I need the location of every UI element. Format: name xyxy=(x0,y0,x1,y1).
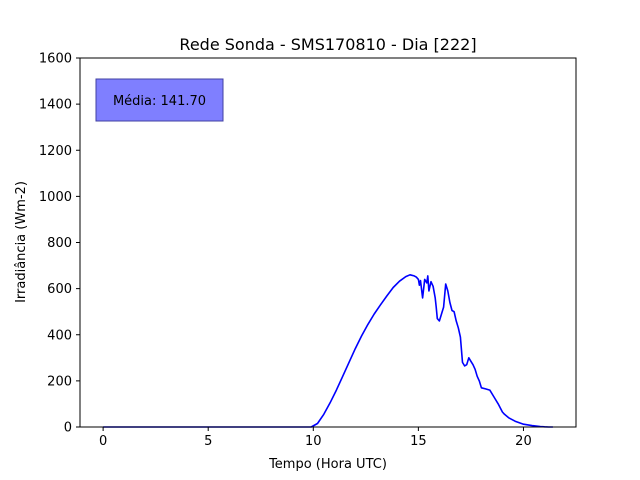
mean-annotation-box: Média: 141.70 xyxy=(95,78,224,122)
y-tick-label: 200 xyxy=(47,374,72,389)
y-tick-label: 1000 xyxy=(39,190,72,205)
y-axis-ticks: 0 200 400 600 800 1000 1200 1400 1600 xyxy=(39,52,80,436)
mean-annotation-text: Média: 141.70 xyxy=(113,94,206,109)
x-tick-label: 0 xyxy=(99,434,107,449)
x-tick-label: 5 xyxy=(204,434,212,449)
y-tick-label: 1600 xyxy=(39,52,72,67)
x-axis-ticks: 0 5 10 15 20 xyxy=(99,427,532,449)
y-tick-label: 800 xyxy=(47,236,72,251)
y-tick-label: 1200 xyxy=(39,144,72,159)
y-tick-label: 600 xyxy=(47,282,72,297)
y-tick-label: 1400 xyxy=(39,98,72,113)
x-axis-label: Tempo (Hora UTC) xyxy=(268,457,387,472)
y-tick-label: 0 xyxy=(64,421,72,436)
y-axis-label: Irradiância (Wm-2) xyxy=(14,181,29,303)
x-tick-label: 20 xyxy=(515,434,532,449)
x-tick-label: 15 xyxy=(410,434,427,449)
series-line-1 xyxy=(103,274,553,428)
x-tick-label: 10 xyxy=(305,434,322,449)
y-tick-label: 400 xyxy=(47,328,72,343)
chart-title: Rede Sonda - SMS170810 - Dia [222] xyxy=(179,35,476,54)
